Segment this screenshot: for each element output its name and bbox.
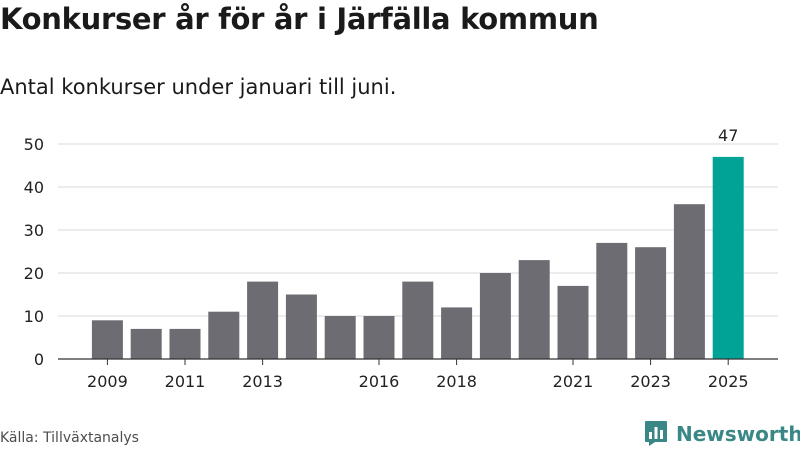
bar-2019	[479, 273, 511, 359]
y-tick-label: 40	[24, 178, 44, 197]
x-tick-label: 2016	[359, 372, 400, 391]
source-note: Källa: Tillväxtanalys	[0, 430, 139, 446]
chart-title: Konkurser år för år i Järfälla kommun	[0, 2, 599, 36]
bar-2022	[596, 242, 628, 359]
x-axis: 2009 2011 2013 2016 2018 2021 2023 2025	[58, 358, 778, 391]
bar-2016	[363, 316, 395, 359]
bar-2024	[673, 204, 705, 359]
bar-2023	[635, 247, 667, 359]
chart-subtitle: Antal konkurser under januari till juni.	[0, 75, 397, 99]
y-tick-label: 30	[24, 221, 44, 240]
bars	[91, 156, 744, 359]
bar-2014	[285, 294, 317, 359]
bar-2017	[402, 281, 434, 359]
bar-2025	[712, 156, 744, 359]
bar-2015	[324, 316, 356, 359]
y-tick-label: 0	[34, 350, 44, 369]
bar-2009	[91, 320, 123, 359]
data-label-2025: 47	[718, 126, 738, 145]
brand-name: Newsworthy	[676, 421, 800, 446]
y-tick-label: 10	[24, 307, 44, 326]
newsworthy-logo-icon	[645, 421, 667, 446]
x-tick-label: 2021	[553, 372, 594, 391]
x-tick-label: 2018	[436, 372, 477, 391]
data-labels: 47	[718, 126, 738, 145]
bar-2010	[130, 328, 162, 359]
brand[interactable]: Newsworthy	[644, 420, 800, 447]
bar-2013	[247, 281, 279, 359]
x-tick-label: 2011	[165, 372, 206, 391]
x-tick-label: 2009	[87, 372, 128, 391]
bar-2011	[169, 328, 201, 359]
y-tick-label: 20	[24, 264, 44, 283]
x-tick-label: 2013	[242, 372, 283, 391]
bar-2021	[557, 285, 589, 359]
y-tick-label: 50	[24, 135, 44, 154]
bar-2012	[208, 311, 240, 359]
bar-2018	[441, 307, 473, 359]
y-axis: 0 10 20 30 40 50	[24, 135, 44, 369]
x-tick-label: 2023	[630, 372, 671, 391]
bar-2020	[518, 260, 550, 359]
x-tick-label: 2025	[708, 372, 749, 391]
bar-chart: 0 10 20 30 40 50 2009 2011 2013 2016 2018 2021 2023…	[24, 126, 778, 391]
